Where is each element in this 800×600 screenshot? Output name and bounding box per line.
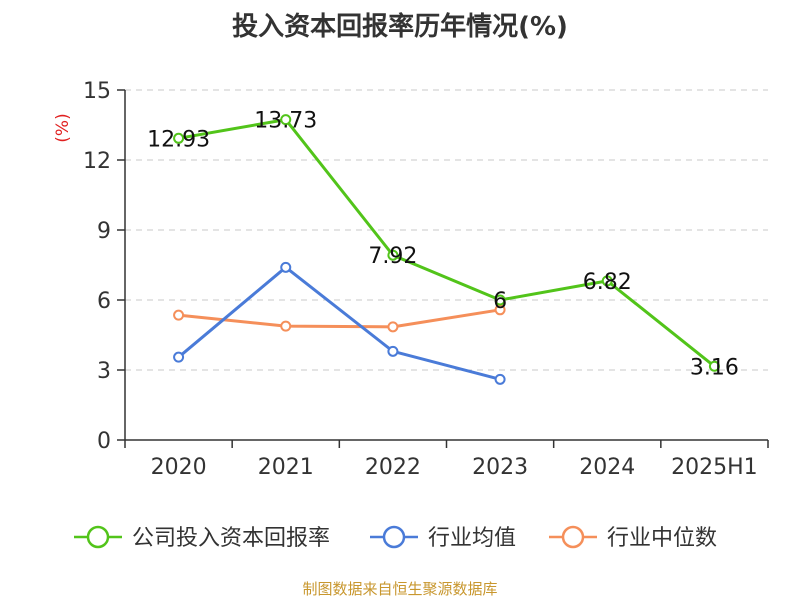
data-point <box>280 261 292 273</box>
data-point <box>387 321 399 333</box>
chart-title: 投入资本回报率历年情况(%) <box>232 12 568 42</box>
data-label: 6.82 <box>583 270 632 295</box>
legend-label: 行业中位数 <box>607 526 717 551</box>
data-point <box>173 351 185 363</box>
legend-label: 行业均值 <box>428 526 516 551</box>
legend-marker <box>561 525 585 549</box>
series-line-2 <box>178 308 501 329</box>
data-label: 13.73 <box>254 109 317 134</box>
y-tick-label: 15 <box>83 79 111 104</box>
source-note: 制图数据来自恒生聚源数据库 <box>302 580 498 598</box>
x-tick-label: 2022 <box>365 455 421 480</box>
y-tick-label: 9 <box>97 219 111 244</box>
legend-label: 公司投入资本回报率 <box>132 526 330 551</box>
x-tick-label: 2021 <box>258 455 314 480</box>
data-point <box>173 132 185 144</box>
legend-marker <box>382 525 406 549</box>
data-point <box>280 320 292 332</box>
data-point <box>601 275 613 287</box>
data-point <box>173 309 185 321</box>
x-tick-label: 2025H1 <box>671 455 758 480</box>
series-line-1 <box>177 265 501 381</box>
data-label: 3.16 <box>690 355 739 380</box>
legend-marker <box>86 525 110 549</box>
data-point <box>387 249 399 261</box>
data-point <box>280 114 292 126</box>
series-line-0 <box>178 118 716 368</box>
y-tick-label: 6 <box>97 289 111 314</box>
y-unit-label: (%) <box>53 113 73 142</box>
data-label: 7.92 <box>368 244 417 269</box>
data-label: 6 <box>493 289 507 314</box>
data-point <box>387 345 399 357</box>
data-point <box>494 373 506 385</box>
x-tick-label: 2024 <box>579 455 635 480</box>
x-tick-label: 2023 <box>472 455 528 480</box>
x-tick-label: 2020 <box>151 455 207 480</box>
data-point <box>708 360 720 372</box>
data-label: 12.93 <box>147 127 210 152</box>
data-point <box>494 294 506 306</box>
y-tick-label: 3 <box>97 359 111 384</box>
y-tick-label: 12 <box>83 149 111 174</box>
y-tick-label: 0 <box>97 429 111 454</box>
